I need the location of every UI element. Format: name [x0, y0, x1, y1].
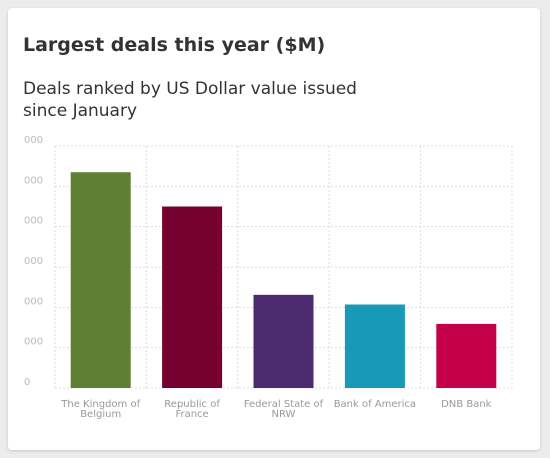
- y-tick-label: 000: [24, 175, 43, 186]
- y-tick-label: 000: [24, 135, 43, 146]
- bar: [70, 172, 131, 388]
- y-tick-label: 000: [24, 256, 43, 267]
- x-tick-label: The Kingdom of Belgium: [61, 399, 141, 420]
- y-tick-label: 0: [24, 377, 30, 388]
- y-tick-label: 000: [24, 216, 43, 227]
- y-tick-label: 000: [24, 337, 43, 348]
- chart-title: Largest deals this year ($M): [23, 34, 326, 56]
- bar: [344, 304, 405, 388]
- bar: [162, 206, 223, 388]
- chart-subtitle: Deals ranked by US Dollar value issued s…: [23, 79, 357, 121]
- x-tick-label: Federal State of NRW: [243, 399, 324, 420]
- card: Largest deals this year ($M) Deals ranke…: [8, 8, 540, 450]
- y-tick-label: 000: [24, 296, 43, 307]
- x-tick-label: Republic of France: [164, 399, 220, 420]
- bar: [436, 323, 497, 388]
- x-tick-label: DNB Bank: [441, 399, 492, 410]
- bar: [253, 294, 314, 388]
- x-tick-label: Bank of America: [333, 399, 417, 410]
